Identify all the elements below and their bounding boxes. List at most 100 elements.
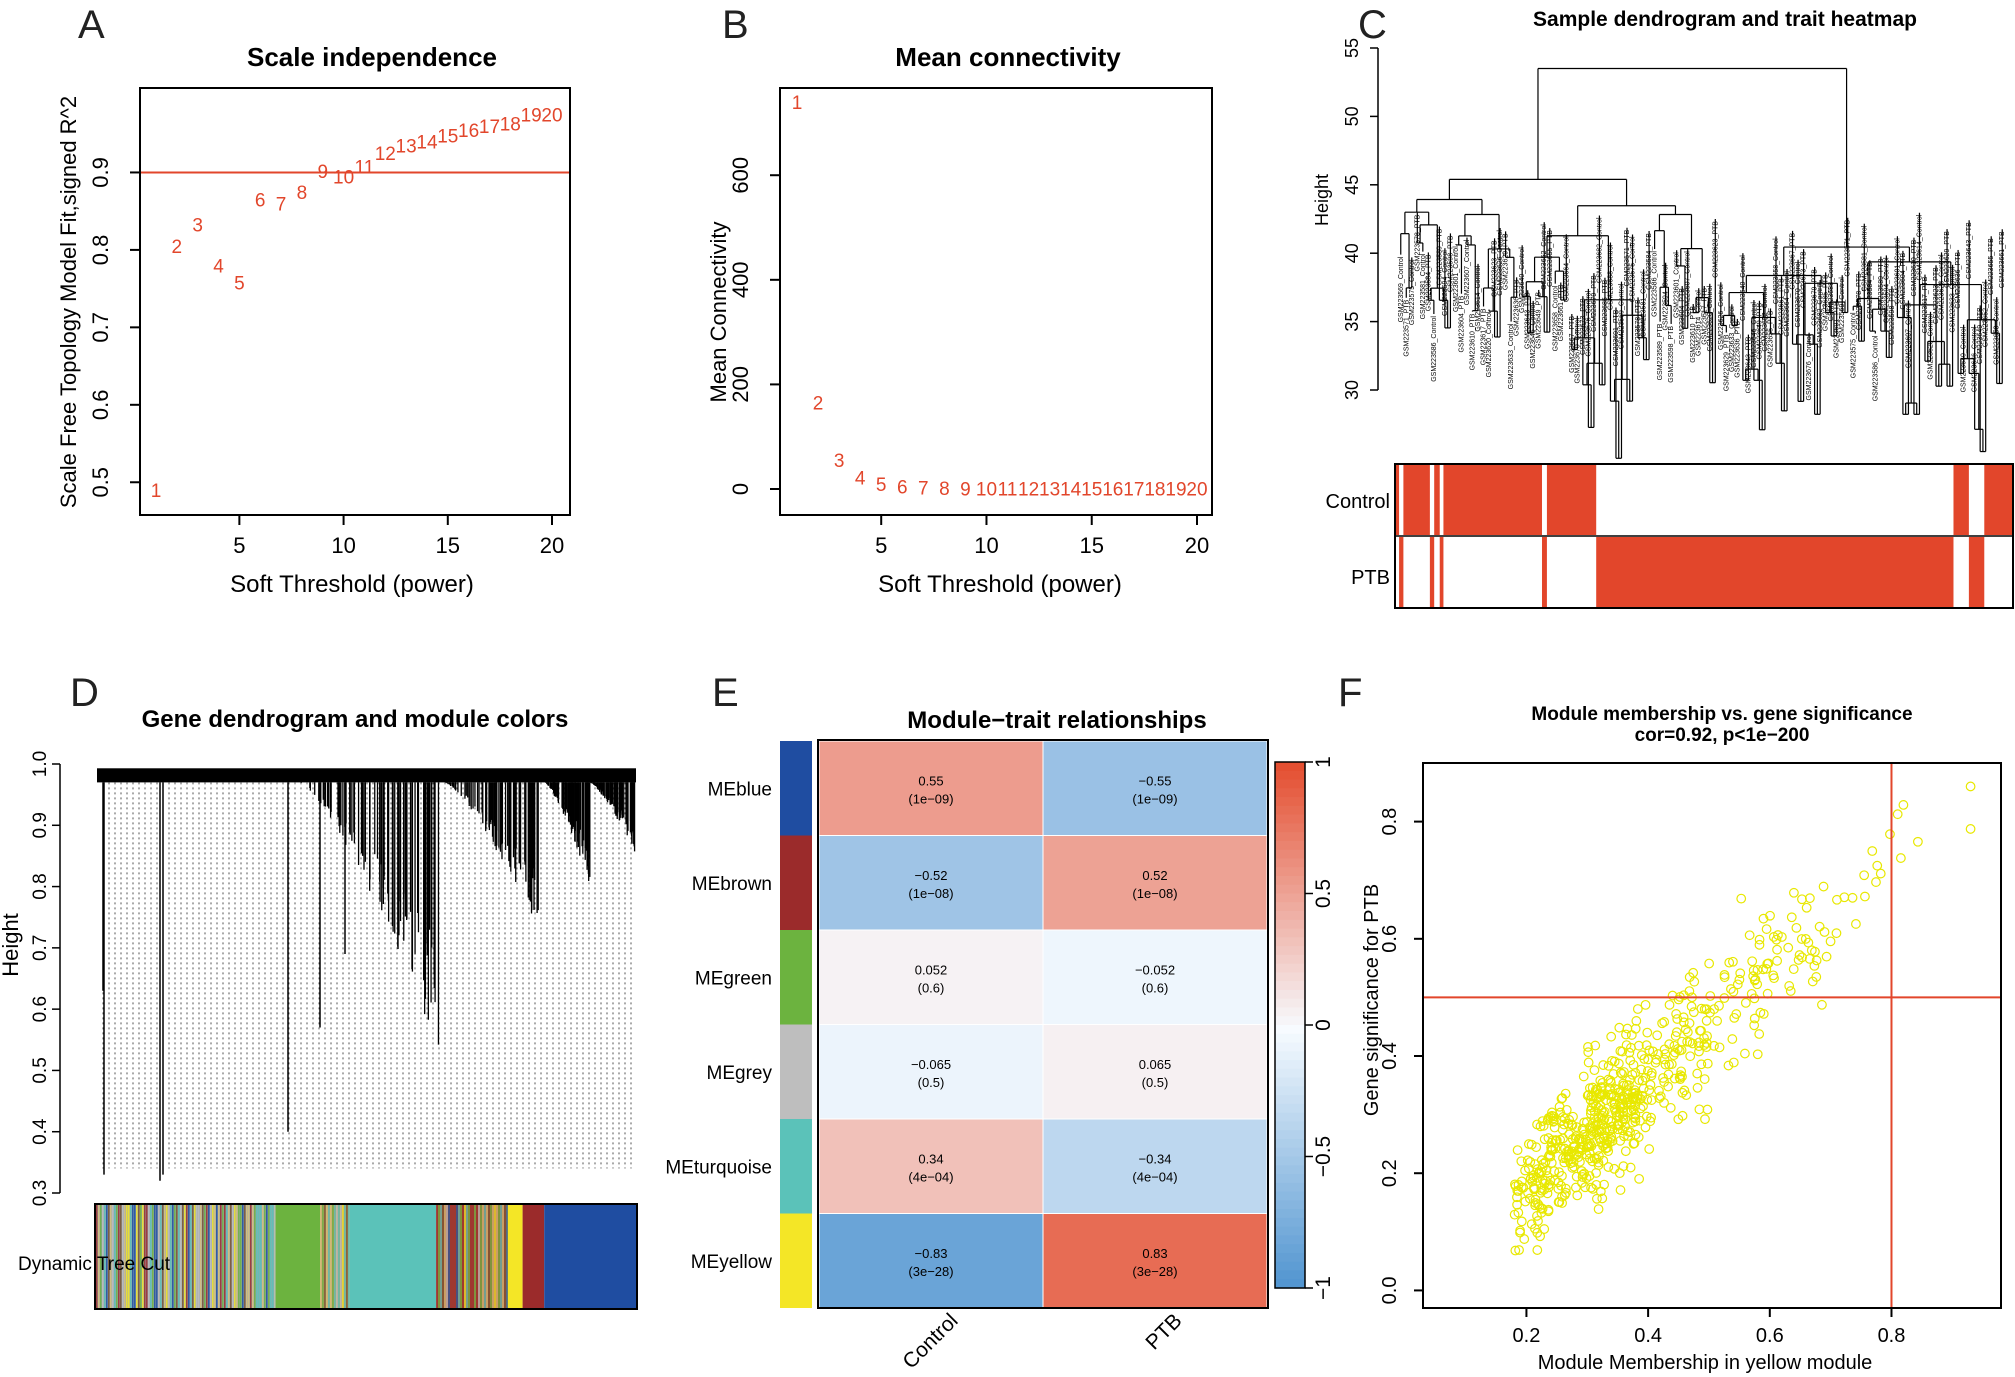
panel-e-scale-band: [1275, 1138, 1305, 1149]
panel-f-point: [1847, 892, 1858, 903]
panel-e-heatmap: MEblue 0.55 (1e−09) −0.55 (1e−09) MEbrown −0.5…: [665, 740, 1268, 1373]
panel-c-control-segment: [1953, 465, 1969, 535]
panel-f-point: [1545, 1175, 1556, 1186]
panel-f-point: [1634, 1173, 1645, 1184]
panel-e-module-swatch: [780, 741, 812, 836]
panel-f-point: [1776, 932, 1787, 942]
panel-f-point: [1590, 1040, 1601, 1051]
panel-c-leaf-labels: GSM223569_ControlGSM223571_PTBGSM223575_…: [1398, 214, 2006, 401]
panel-b-title: Mean connectivity: [895, 42, 1121, 72]
panel-b-plot-frame: [779, 87, 1213, 516]
panel-e-column-label: PTB: [1141, 1309, 1186, 1354]
panel-d-module-stripe: [478, 1205, 480, 1308]
panel-f-point: [1569, 1141, 1580, 1151]
panel-d-module-stripe: [170, 1205, 172, 1308]
panel-a-point-label: 4: [213, 256, 224, 277]
panel-d-module-stripe: [438, 1205, 440, 1308]
panel-f-point: [1523, 1187, 1533, 1198]
panel-d-module-stripe: [222, 1205, 224, 1308]
panel-f-point: [1546, 1144, 1557, 1155]
panel-d-module-stripe: [220, 1205, 222, 1308]
panel-d-module-stripe: [256, 1205, 258, 1308]
panel-d-module-stripe: [486, 1205, 488, 1308]
panel-f-point: [1755, 1007, 1766, 1018]
panel-e-scale-band: [1275, 884, 1305, 895]
panel-f-point: [1556, 1093, 1567, 1104]
panel-d-module-stripe: [208, 1205, 210, 1308]
panel-a-point-label: 20: [541, 105, 562, 126]
panel-c-control-segment: [1403, 465, 1430, 535]
panel-e-scale-tick-label: 0.5: [1312, 879, 1335, 908]
panel-e-cell: [818, 1118, 1044, 1214]
panel-f-point: [1797, 952, 1807, 963]
panel-d-y-tick-label: 0.4: [30, 1118, 51, 1145]
panel-e-cell-p: (1e−08): [1132, 886, 1177, 901]
panel-c-leaf-label: GSM223643_PTB: [1745, 336, 1752, 393]
panel-d-module-stripe: [210, 1205, 212, 1308]
panel-d-module-stripe: [226, 1205, 228, 1308]
panel-d-module-stripe: [176, 1205, 178, 1308]
panel-f-point: [1525, 1156, 1536, 1167]
panel-d-module-stripe: [120, 1205, 122, 1308]
panel-e-cell-cor: −0.065: [911, 1057, 951, 1072]
panel-f-point: [1636, 1064, 1647, 1075]
panel-d-module-stripe: [436, 1205, 438, 1308]
panel-d-module-stripe: [132, 1205, 134, 1308]
panel-c-leaf-label: GSM223652_Control: [1541, 224, 1548, 290]
panel-f-point: [1623, 1089, 1634, 1100]
panel-f-point: [1699, 1074, 1710, 1084]
panel-e-scale-band: [1275, 762, 1305, 772]
panel-e-scale-band: [1275, 1068, 1305, 1079]
panel-f-point: [1535, 1121, 1546, 1132]
panel-c-y-axis: 30 35 40 45 50 55: [1342, 38, 1379, 400]
panel-b-point-label: 1: [792, 93, 803, 114]
panel-d-module-stripe: [152, 1205, 154, 1308]
panel-c-leaf-label: GSM223569_Control: [1618, 283, 1625, 349]
panel-f-point: [1577, 1172, 1588, 1182]
panel-c-leaf-label: GSM223688_Control: [1607, 244, 1614, 310]
panel-f-y-tick-label: 0.6: [1379, 925, 1401, 953]
panel-f-point: [1530, 1223, 1540, 1234]
panel-c-leaf-label: GSM223667_PTB: [1790, 233, 1797, 290]
panel-d-module-stripe: [144, 1205, 146, 1308]
panel-f-point: [1621, 1029, 1631, 1040]
panel-b-point-label: 7: [918, 478, 929, 499]
panel-c-leaf-label: GSM223664_Control: [1563, 236, 1570, 302]
panel-f-point: [1519, 1234, 1530, 1244]
panel-d-y-axis: 0.3 0.4 0.5 0.6 0.7 0.8 0.9 1.0: [30, 751, 61, 1206]
panel-e-scale-band: [1275, 1051, 1305, 1061]
panel-f-point: [1606, 1090, 1616, 1100]
panel-f-point: [1622, 1023, 1633, 1034]
panel-a-point-label: 15: [437, 126, 458, 147]
panel-f-point: [1595, 1075, 1606, 1086]
panel-c-leaf-label: GSM223617_PTB: [1701, 288, 1708, 345]
panel-c-leaf-label: GSM223682_Control: [1596, 217, 1603, 283]
panel-e-scale-band: [1275, 1200, 1305, 1210]
panel-c-leaf-label: GSM223670_Control: [1574, 317, 1581, 383]
panel-a-point-label: 16: [458, 121, 479, 142]
panel-e-cell-cor: −0.52: [915, 868, 948, 883]
panel-f-point: [1660, 1059, 1671, 1070]
panel-e-scale-band: [1275, 928, 1305, 938]
panel-c-leaf-label: GSM223685_PTB: [1823, 274, 1830, 331]
panel-c-leaf-label: GSM223607_Control: [1685, 251, 1692, 317]
panel-f-point: [1577, 1123, 1588, 1134]
panel-d-module-stripe: [166, 1205, 168, 1308]
panel-a-y-tick-label: 0.5: [88, 467, 113, 498]
panel-c-control-segment: [1443, 465, 1542, 535]
panel-b-y-tick-label: 0: [728, 483, 753, 495]
panel-c-leaf-label: GSM223643_PTB: [1525, 292, 1532, 349]
panel-c-leaf-label: GSM223589_PTB: [1436, 228, 1443, 285]
panel-d-module-stripe: [342, 1205, 344, 1308]
panel-a-y-tick-label: 0.6: [88, 390, 113, 421]
panel-d-module-stripe: [470, 1205, 472, 1308]
panel-d-module-stripe: [452, 1205, 454, 1308]
panel-f-point: [1748, 971, 1759, 982]
panel-c-leaf-label: GSM223658_Control: [1552, 285, 1559, 351]
panel-b-point-label: 11: [998, 479, 1018, 500]
panel-f-y-label: Gene significance for PTB: [1361, 884, 1383, 1116]
panel-e-cell-p: (1e−08): [908, 886, 953, 901]
panel-f-point: [1657, 1018, 1668, 1029]
panel-c-leaf-label: GSM223670_Control: [1795, 261, 1802, 327]
panel-d-module-stripe: [192, 1205, 194, 1308]
